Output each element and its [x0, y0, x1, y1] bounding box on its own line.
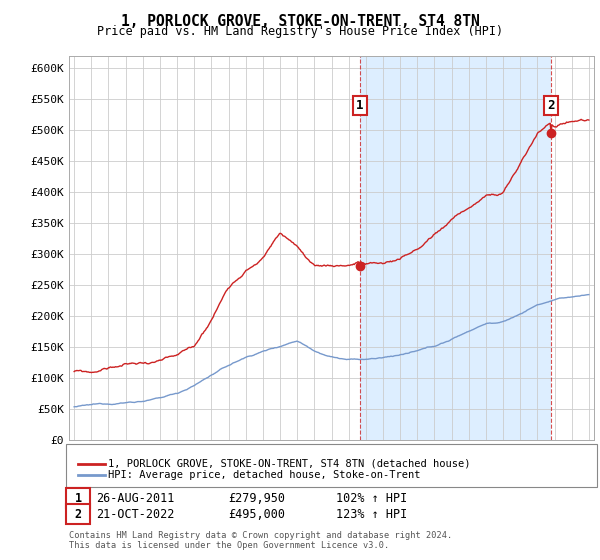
Text: 2: 2	[74, 507, 82, 521]
Text: HPI: Average price, detached house, Stoke-on-Trent: HPI: Average price, detached house, Stok…	[108, 470, 421, 480]
Text: £279,950: £279,950	[228, 492, 285, 505]
Text: Contains HM Land Registry data © Crown copyright and database right 2024.
This d: Contains HM Land Registry data © Crown c…	[69, 531, 452, 550]
Text: 1, PORLOCK GROVE, STOKE-ON-TRENT, ST4 8TN (detached house): 1, PORLOCK GROVE, STOKE-ON-TRENT, ST4 8T…	[108, 459, 470, 469]
Text: £495,000: £495,000	[228, 507, 285, 521]
Text: 2: 2	[547, 99, 555, 113]
Text: 102% ↑ HPI: 102% ↑ HPI	[336, 492, 407, 505]
Bar	[360, 56, 551, 440]
Text: 26-AUG-2011: 26-AUG-2011	[96, 492, 175, 505]
Text: 123% ↑ HPI: 123% ↑ HPI	[336, 507, 407, 521]
Text: 1, PORLOCK GROVE, STOKE-ON-TRENT, ST4 8TN: 1, PORLOCK GROVE, STOKE-ON-TRENT, ST4 8T…	[121, 14, 479, 29]
Text: 1: 1	[356, 99, 364, 113]
Text: 21-OCT-2022: 21-OCT-2022	[96, 507, 175, 521]
Text: 1: 1	[74, 492, 82, 505]
Text: Price paid vs. HM Land Registry's House Price Index (HPI): Price paid vs. HM Land Registry's House …	[97, 25, 503, 38]
